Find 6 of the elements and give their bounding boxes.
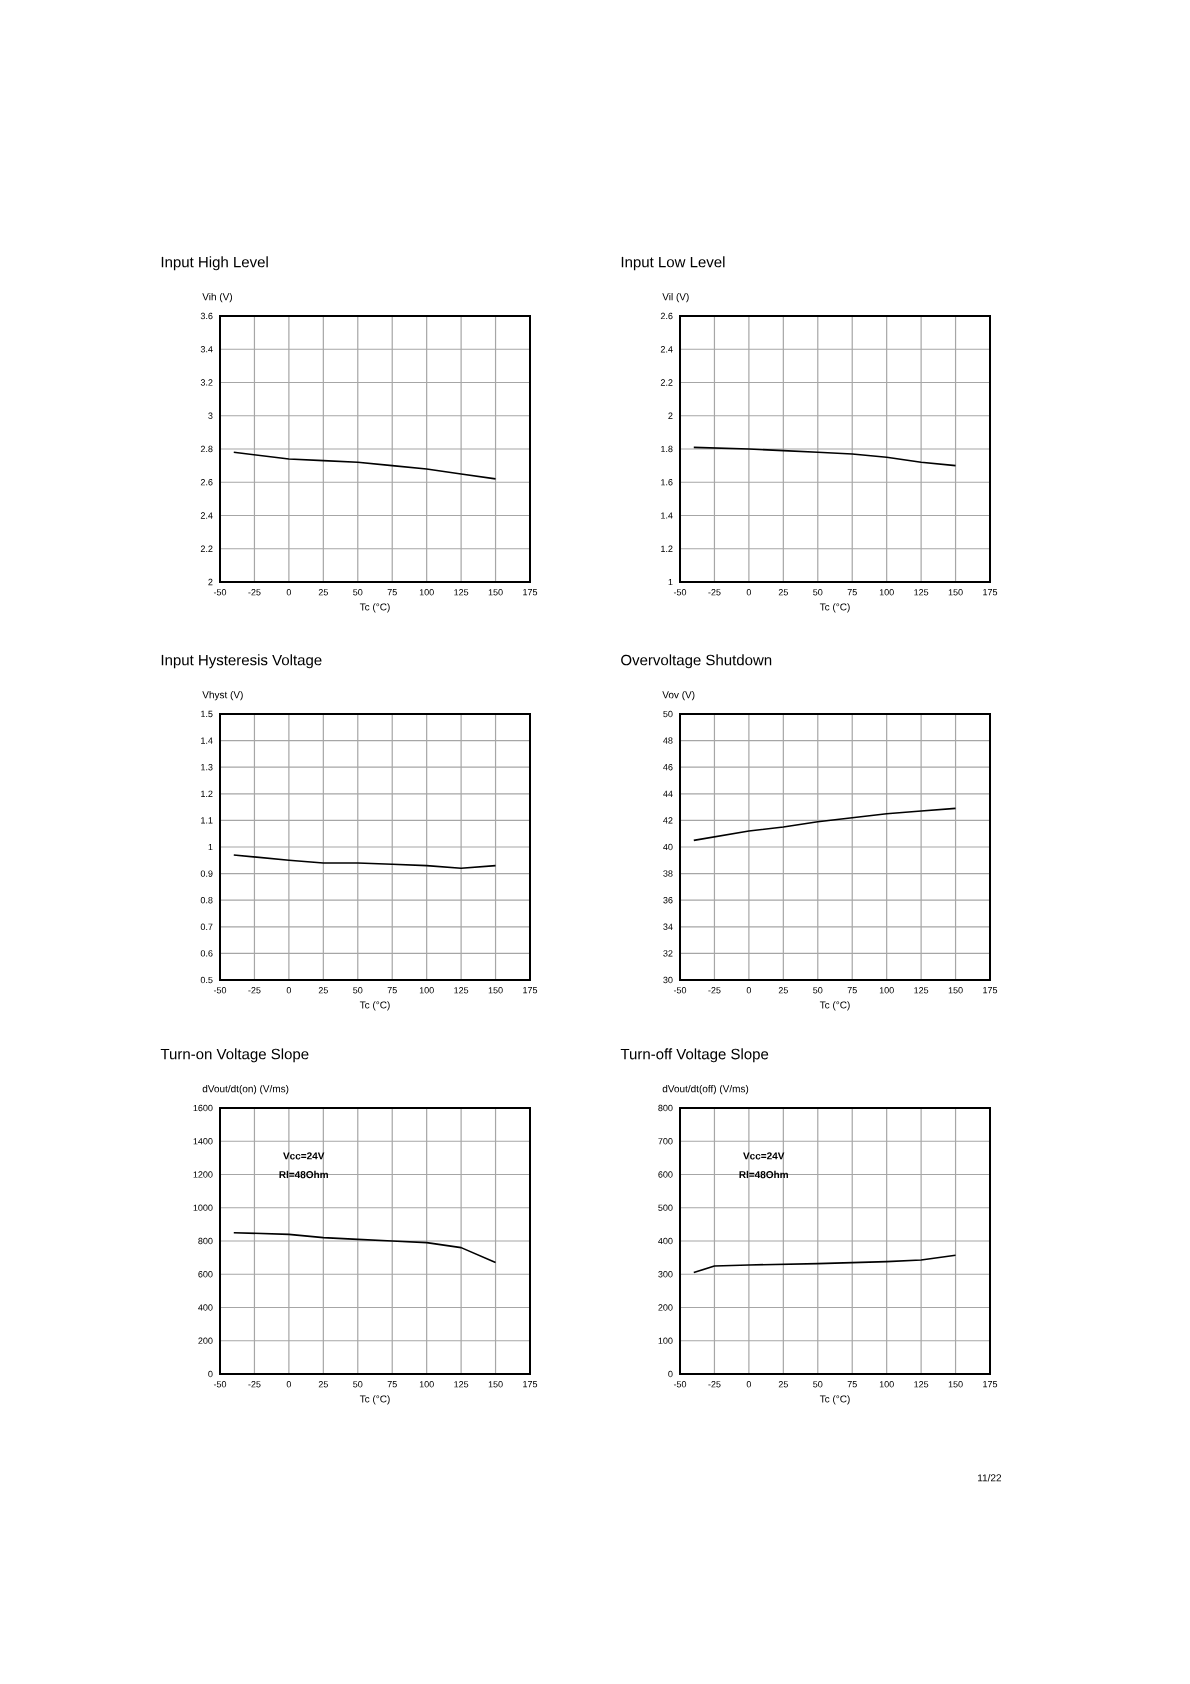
line-series (232, 854, 497, 870)
line-series (232, 451, 497, 480)
line-series (692, 1254, 957, 1274)
line-series (692, 446, 957, 467)
line-series (692, 807, 957, 842)
line-series (232, 1231, 497, 1264)
